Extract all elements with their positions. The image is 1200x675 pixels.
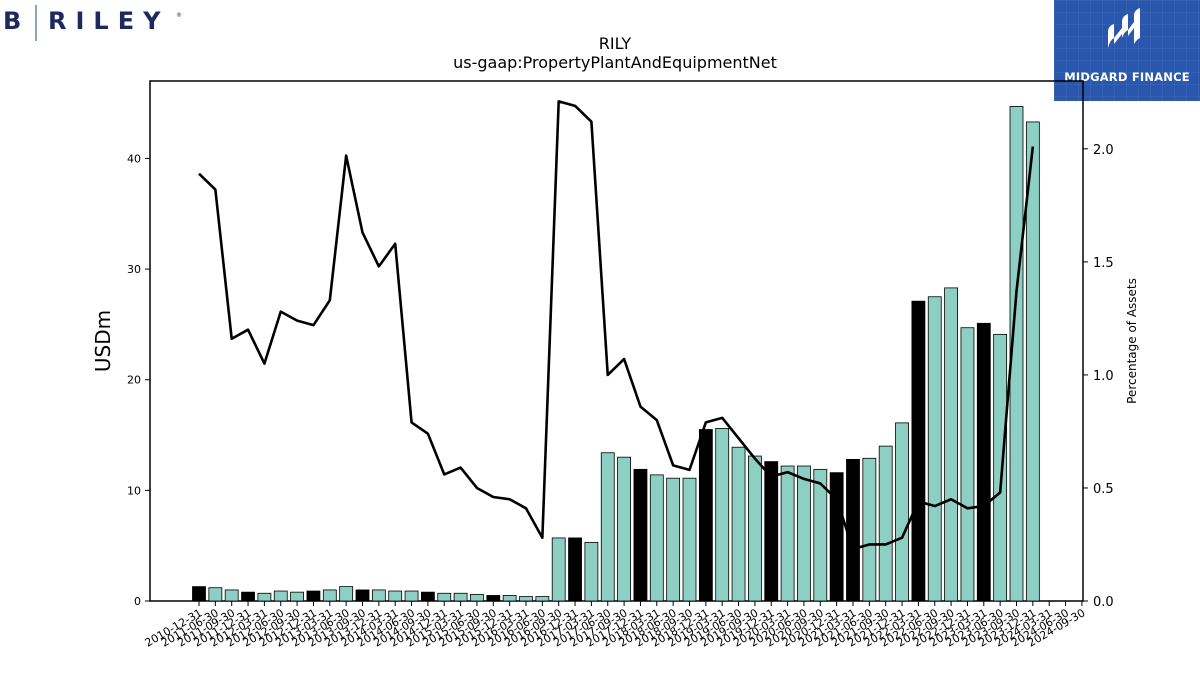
bar bbox=[339, 586, 354, 602]
y2-tick-label: 2.0 bbox=[1093, 143, 1114, 158]
bar bbox=[764, 461, 779, 602]
logo-wordmark: RILEY bbox=[48, 7, 170, 35]
bar bbox=[600, 452, 615, 602]
bar bbox=[355, 589, 370, 602]
chart-subtitle: us-gaap:PropertyPlantAndEquipmentNet bbox=[453, 53, 777, 72]
bar bbox=[617, 456, 631, 602]
midgard-finance-badge: MIDGARD FINANCE bbox=[1054, 0, 1200, 101]
bar bbox=[698, 429, 713, 602]
bar bbox=[584, 541, 599, 602]
bar bbox=[273, 590, 288, 602]
bar bbox=[797, 465, 811, 602]
bar bbox=[666, 477, 681, 602]
bar bbox=[731, 446, 746, 602]
bar bbox=[846, 458, 860, 602]
logo-divider bbox=[35, 5, 37, 41]
bar bbox=[911, 300, 926, 602]
bar bbox=[895, 422, 909, 602]
logo-trademark: ® bbox=[176, 12, 182, 19]
b-riley-logo: B RILEY ® bbox=[0, 0, 200, 45]
bar bbox=[437, 592, 452, 602]
midgard-logo-icon bbox=[1108, 8, 1140, 50]
percentage-line bbox=[198, 100, 1035, 551]
bar bbox=[224, 589, 239, 602]
y-tick-label: 30 bbox=[127, 263, 141, 276]
bar bbox=[404, 590, 419, 602]
bar bbox=[780, 465, 795, 602]
bar bbox=[257, 592, 272, 602]
bar bbox=[502, 595, 517, 602]
bar bbox=[192, 586, 206, 602]
bar bbox=[453, 592, 468, 602]
bar bbox=[519, 596, 533, 602]
bar bbox=[976, 322, 991, 602]
bar bbox=[649, 474, 664, 602]
bar bbox=[927, 296, 942, 602]
bar bbox=[208, 587, 223, 602]
y-tick-label: 10 bbox=[127, 484, 141, 497]
y2-tick-label: 0.0 bbox=[1093, 595, 1114, 610]
bar bbox=[862, 457, 877, 602]
y2-tick-label: 0.5 bbox=[1093, 482, 1114, 497]
bar bbox=[715, 428, 730, 602]
bar bbox=[486, 595, 501, 602]
bar bbox=[241, 591, 255, 602]
bar bbox=[322, 589, 337, 602]
y2-tick-label: 1.5 bbox=[1093, 256, 1114, 271]
bar bbox=[420, 591, 435, 602]
bar bbox=[829, 472, 844, 602]
bar bbox=[993, 333, 1008, 602]
y-tick-label: 0 bbox=[134, 595, 141, 608]
logo-letter: B bbox=[3, 7, 22, 35]
bar bbox=[944, 287, 958, 602]
chart-title: RILY bbox=[599, 34, 632, 53]
bar bbox=[470, 593, 484, 602]
bar bbox=[290, 591, 305, 602]
bar bbox=[633, 468, 648, 602]
y-tick-label: 40 bbox=[127, 152, 141, 165]
midgard-wordmark: MIDGARD FINANCE bbox=[1064, 70, 1190, 84]
bar bbox=[535, 596, 550, 602]
bar bbox=[371, 589, 386, 602]
bar bbox=[960, 327, 975, 602]
y-tick-label: 20 bbox=[127, 374, 141, 387]
bar bbox=[306, 590, 321, 602]
y2-tick-label: 1.0 bbox=[1093, 369, 1114, 384]
bar bbox=[551, 537, 566, 602]
plot-area: 0102030400.00.51.01.52.02010-12-312011-0… bbox=[127, 80, 1114, 650]
bar bbox=[682, 477, 697, 602]
y2-axis-label: Percentage of Assets bbox=[1125, 278, 1139, 404]
bar bbox=[878, 445, 893, 602]
bar bbox=[568, 537, 582, 602]
bar bbox=[388, 590, 403, 602]
bar bbox=[748, 455, 762, 602]
plot-frame bbox=[149, 80, 1084, 602]
y-axis-label: USDm bbox=[91, 310, 115, 372]
